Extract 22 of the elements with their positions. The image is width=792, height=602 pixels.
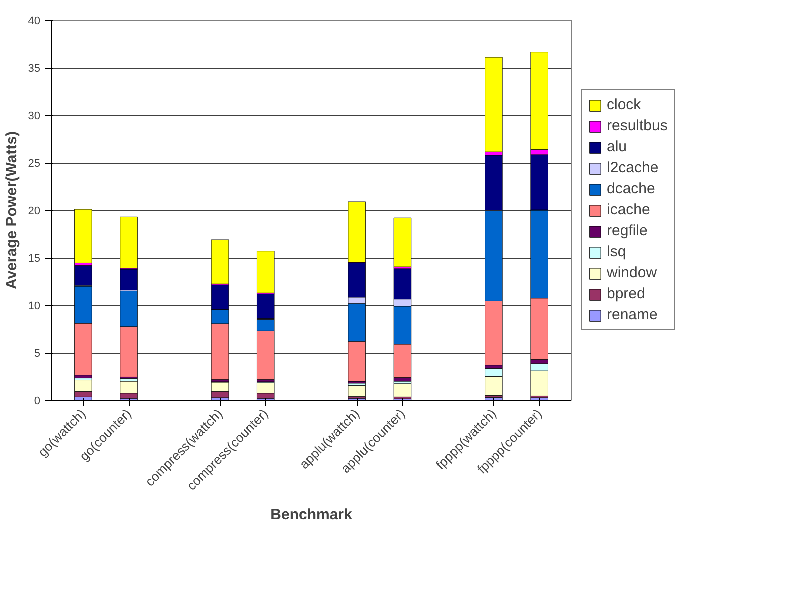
legend-label: clock	[607, 96, 642, 114]
legend-label: l2cache	[607, 160, 659, 176]
legend-label: resultbus	[607, 118, 668, 134]
y-axis-title: Average Power(Watts)	[3, 131, 20, 290]
y-tick-label: 40	[28, 16, 41, 28]
legend-label: bpred	[607, 286, 646, 302]
legend-label: rename	[607, 306, 658, 324]
legend-label: lsq	[607, 244, 627, 260]
legend-label: regfile	[607, 222, 648, 240]
y-tick-label: 10	[28, 300, 41, 312]
y-tick-label: 5	[34, 348, 41, 360]
legend-label: alu	[607, 138, 628, 156]
y-tick-label: 15	[28, 253, 41, 265]
x-axis-title: Benchmark	[270, 506, 354, 524]
y-tick-label: 0	[34, 396, 41, 408]
legend-label: dcache	[607, 180, 656, 198]
legend-label: icache	[607, 202, 650, 218]
legend-label: window	[607, 264, 658, 282]
y-tick-label: 35	[28, 63, 41, 75]
y-tick-label: 20	[28, 206, 41, 218]
y-tick-label: 25	[28, 158, 41, 170]
y-tick-label: 30	[28, 110, 41, 122]
